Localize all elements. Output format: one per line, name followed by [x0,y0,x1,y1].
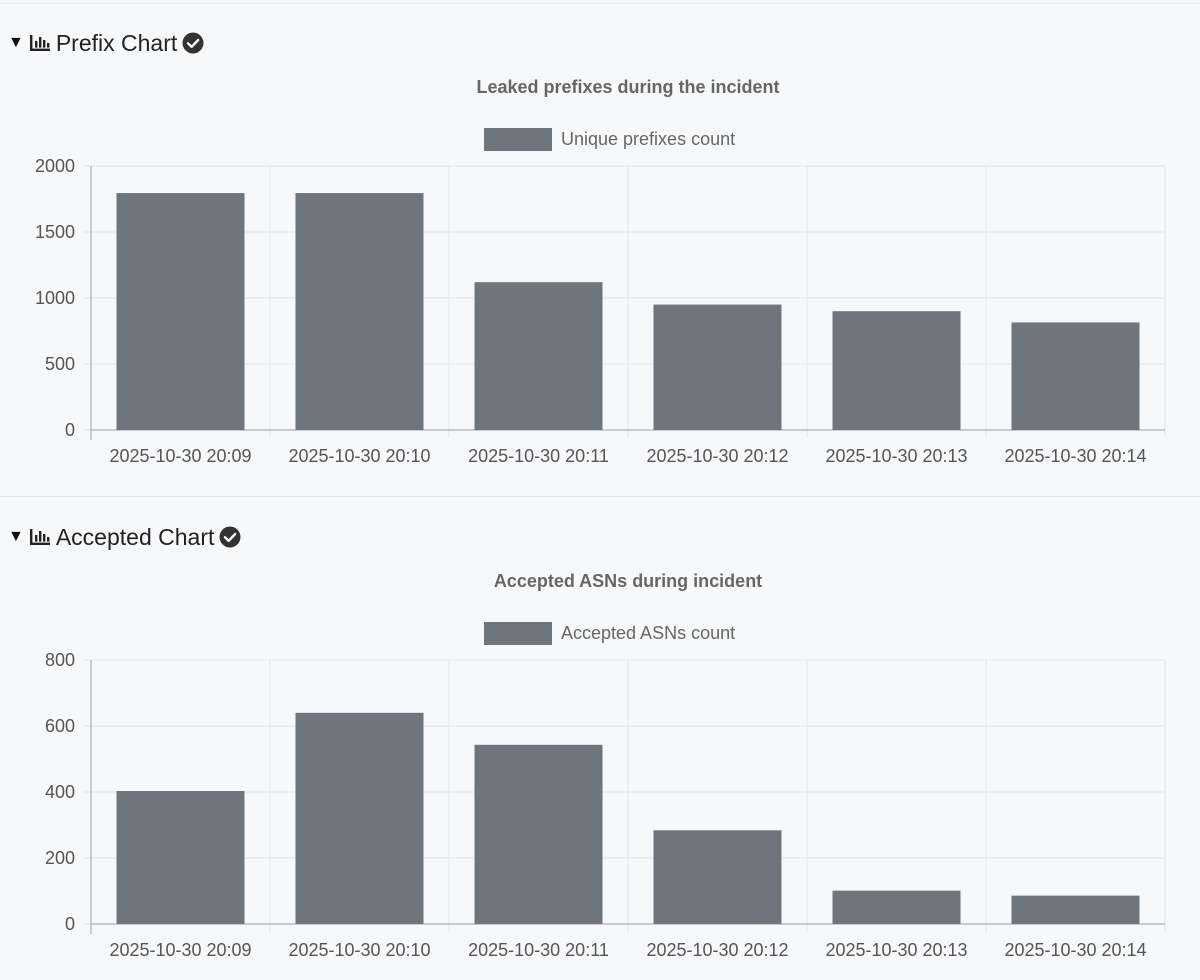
x-tick-label: 2025-10-30 20:09 [109,940,251,960]
y-tick-label: 600 [45,716,75,736]
x-tick-label: 2025-10-30 20:12 [646,446,788,466]
bar[interactable] [116,193,245,430]
legend-swatch[interactable] [484,622,552,645]
bar[interactable] [474,744,603,924]
y-tick-label: 400 [45,782,75,802]
section-title: Accepted Chart [55,523,215,550]
x-tick-label: 2025-10-30 20:11 [468,940,609,960]
bar-chart-icon [29,35,50,51]
bar[interactable] [832,890,961,924]
bar[interactable] [653,304,782,430]
y-tick-label: 2000 [35,156,75,176]
prefix-chart-toggle[interactable]: ▼ Prefix Chart [8,28,204,58]
x-tick-label: 2025-10-30 20:13 [825,940,967,960]
x-tick-label: 2025-10-30 20:12 [646,940,788,960]
x-tick-label: 2025-10-30 20:14 [1004,446,1146,466]
disclosure-triangle-icon: ▼ [8,34,24,51]
y-tick-label: 0 [65,914,75,934]
check-circle-icon [219,526,241,548]
y-tick-label: 1000 [35,288,75,308]
chart-title: Accepted ASNs during incident [494,571,762,591]
bar[interactable] [653,830,782,924]
bar[interactable] [116,791,245,924]
legend-label[interactable]: Unique prefixes count [561,129,735,149]
bar[interactable] [1011,895,1140,924]
x-tick-label: 2025-10-30 20:10 [288,940,430,960]
bar[interactable] [1011,322,1140,430]
top-divider [0,3,1200,4]
x-tick-label: 2025-10-30 20:11 [468,446,609,466]
accepted-chart-toggle[interactable]: ▼ Accepted Chart [8,522,241,552]
bar[interactable] [295,712,424,924]
x-tick-label: 2025-10-30 20:09 [109,446,251,466]
legend-label[interactable]: Accepted ASNs count [561,623,735,643]
disclosure-triangle-icon: ▼ [8,528,24,545]
bar[interactable] [832,311,961,430]
y-tick-label: 1500 [35,222,75,242]
bar[interactable] [474,282,603,430]
y-tick-label: 200 [45,848,75,868]
y-tick-label: 0 [65,420,75,440]
x-tick-label: 2025-10-30 20:13 [825,446,967,466]
chart-title: Leaked prefixes during the incident [476,77,779,97]
y-tick-label: 800 [45,650,75,670]
bar-chart-icon [29,529,50,545]
prefix-bar-chart: Leaked prefixes during the incident Uniqu… [35,77,1166,466]
x-tick-label: 2025-10-30 20:10 [288,446,430,466]
section-title: Prefix Chart [55,29,178,56]
legend-swatch[interactable] [484,128,552,151]
x-tick-label: 2025-10-30 20:14 [1004,940,1146,960]
check-circle-icon [182,32,204,54]
bar[interactable] [295,193,424,430]
section-divider [0,496,1200,497]
y-tick-label: 500 [45,354,75,374]
accepted-bar-chart: Accepted ASNs during incident Accepted AS… [45,571,1166,960]
